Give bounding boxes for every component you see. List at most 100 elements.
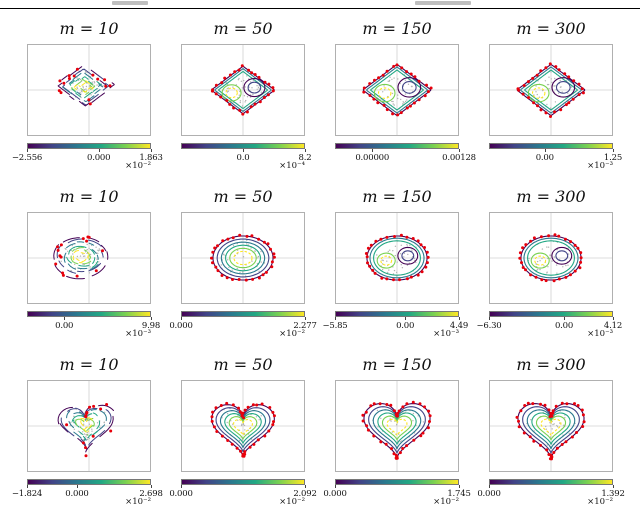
- colorbar-tick-mark: [372, 149, 374, 152]
- colorbar-tick-row: 0.00000 0.00128: [335, 149, 476, 163]
- colorbar-tick-label: 1.745: [447, 488, 471, 499]
- colorbar-tick-row: −2.556 0.000 1.863: [12, 149, 163, 163]
- colorbar-tick-label: 9.98: [141, 320, 161, 331]
- plot-area: [489, 44, 613, 136]
- colorbar-tick-mark: [544, 149, 546, 152]
- colorbar-tick-mark: [305, 317, 306, 320]
- colorbar-tick-mark: [564, 317, 566, 320]
- colorbar-tick-label: 4.49: [449, 320, 469, 331]
- colorbar-exponent: ×10⁻³: [125, 329, 151, 339]
- colorbar-tick-label: 0.000: [65, 488, 89, 499]
- colorbar-exponent: ×10⁻³: [587, 161, 613, 171]
- subplot-title: m = 150: [362, 187, 432, 206]
- colorbar-tick-mark: [613, 485, 614, 488]
- colorbar-tick-label: 0.00000: [355, 152, 390, 163]
- colorbar-exponent: ×10⁻²: [279, 329, 305, 339]
- colorbar-tick-row: 0.00 9.98: [27, 317, 160, 331]
- subplot-title: m = 50: [213, 187, 273, 206]
- colorbar-exponent: ×10⁻³: [587, 329, 613, 339]
- colorbar-tick-mark: [151, 485, 152, 488]
- contour-plot: [489, 44, 613, 136]
- colorbar-tick-label: −2.556: [11, 152, 43, 163]
- plot-area: [181, 44, 305, 136]
- colorbar-tick-mark: [459, 485, 460, 488]
- colorbar-tick-mark: [335, 485, 336, 488]
- colorbar-tick-label: 0.000: [169, 488, 193, 499]
- colorbar-tick-label: 0.00: [535, 152, 554, 163]
- colorbar-tick-mark: [305, 149, 306, 152]
- subplot-title: m = 150: [362, 355, 432, 374]
- contour-plot: [489, 380, 613, 472]
- colorbar-exponent: ×10⁻⁴: [279, 161, 305, 171]
- colorbar-exponent: ×10⁻²: [125, 497, 151, 507]
- subplot-r1-m300: m = 300 0.00 1.25 ×10⁻³: [489, 18, 622, 172]
- colorbar-tick-row: 0.0 8.2: [181, 149, 312, 163]
- cropped-header-text-left: [112, 1, 148, 5]
- contour-plot: [335, 44, 459, 136]
- colorbar-exponent: ×10⁻²: [125, 161, 151, 171]
- subplot-title: m = 50: [213, 19, 273, 38]
- subplot-r1-m150: m = 150 0.00000 0.00128: [335, 18, 476, 172]
- colorbar-tick-mark: [98, 149, 100, 152]
- colorbar-tick-mark: [335, 317, 336, 320]
- plot-area: [335, 212, 459, 304]
- colorbar-tick-mark: [613, 149, 614, 152]
- contour-plot: [335, 380, 459, 472]
- colorbar-tick-row: 0.000 1.745: [323, 485, 471, 499]
- colorbar-tick-label: 2.277: [293, 320, 317, 331]
- contour-plot: [27, 44, 151, 136]
- colorbar-gradient: [181, 143, 305, 149]
- plot-area: [27, 212, 151, 304]
- colorbar-tick-mark: [76, 485, 78, 488]
- cropped-header-text-right: [415, 1, 471, 5]
- colorbar-tick-mark: [305, 485, 306, 488]
- subplot-title: m = 300: [516, 19, 586, 38]
- colorbar-tick-label: 0.00: [396, 320, 415, 331]
- colorbar-exponent: [335, 161, 459, 172]
- colorbar-tick-mark: [27, 149, 28, 152]
- colorbar-exponent: ×10⁻³: [433, 329, 459, 339]
- contour-plot: [335, 212, 459, 304]
- colorbar-gradient: [181, 311, 305, 317]
- plot-area: [181, 380, 305, 472]
- colorbar-tick-mark: [27, 485, 28, 488]
- subplot-r3-m300: m = 300 0.000 1.392 ×10⁻²: [477, 354, 625, 508]
- plot-area: [489, 380, 613, 472]
- colorbar-tick-mark: [181, 485, 182, 488]
- colorbar-tick-label: 1.25: [603, 152, 623, 163]
- colorbar-tick-mark: [459, 149, 460, 152]
- colorbar-tick-label: 2.698: [139, 488, 163, 499]
- colorbar-tick-row: −1.824 0.000 2.698: [12, 485, 163, 499]
- subplot-r3-m50: m = 50 0.000 2.092 ×10⁻²: [169, 354, 317, 508]
- colorbar-tick-label: 1.863: [139, 152, 163, 163]
- colorbar-tick-label: 0.000: [323, 488, 347, 499]
- colorbar-tick-label: 0.00: [55, 320, 74, 331]
- colorbar-tick-mark: [151, 317, 152, 320]
- colorbar-tick-label: 0.000: [477, 488, 501, 499]
- contour-plot: [181, 212, 305, 304]
- colorbar-gradient: [489, 143, 613, 149]
- colorbar-gradient: [27, 143, 151, 149]
- subplot-r1-m50: m = 50 0.0 8.2 ×10⁻⁴: [181, 18, 312, 172]
- colorbar-tick-row: −5.85 0.00 4.49: [322, 317, 468, 331]
- colorbar-tick-mark: [64, 317, 66, 320]
- subplot-title: m = 10: [59, 355, 119, 374]
- colorbar-tick-mark: [459, 317, 460, 320]
- subplot-r2-m10: m = 10 0.00 9.98 ×10⁻³: [27, 186, 160, 340]
- contour-plot: [181, 44, 305, 136]
- plot-area: [489, 212, 613, 304]
- subplot-r2-m300: m = 300 −6.30 0.00 4.12 ×10⁻³: [476, 186, 622, 340]
- plot-area: [27, 44, 151, 136]
- colorbar-tick-label: 4.12: [603, 320, 623, 331]
- subplot-r3-m10: m = 10 −1.824 0.000 2.698 ×10⁻²: [12, 354, 163, 508]
- colorbar-tick-mark: [489, 485, 490, 488]
- colorbar-tick-label: 0.00128: [442, 152, 476, 163]
- colorbar-tick-row: 0.000 2.092: [169, 485, 317, 499]
- contour-plot: [489, 212, 613, 304]
- colorbar-tick-mark: [181, 317, 182, 320]
- colorbar-tick-label: −1.824: [11, 488, 43, 499]
- colorbar-tick-mark: [405, 317, 407, 320]
- colorbar-tick-mark: [489, 317, 490, 320]
- subplot-r2-m150: m = 150 −5.85 0.00 4.49 ×10⁻³: [322, 186, 468, 340]
